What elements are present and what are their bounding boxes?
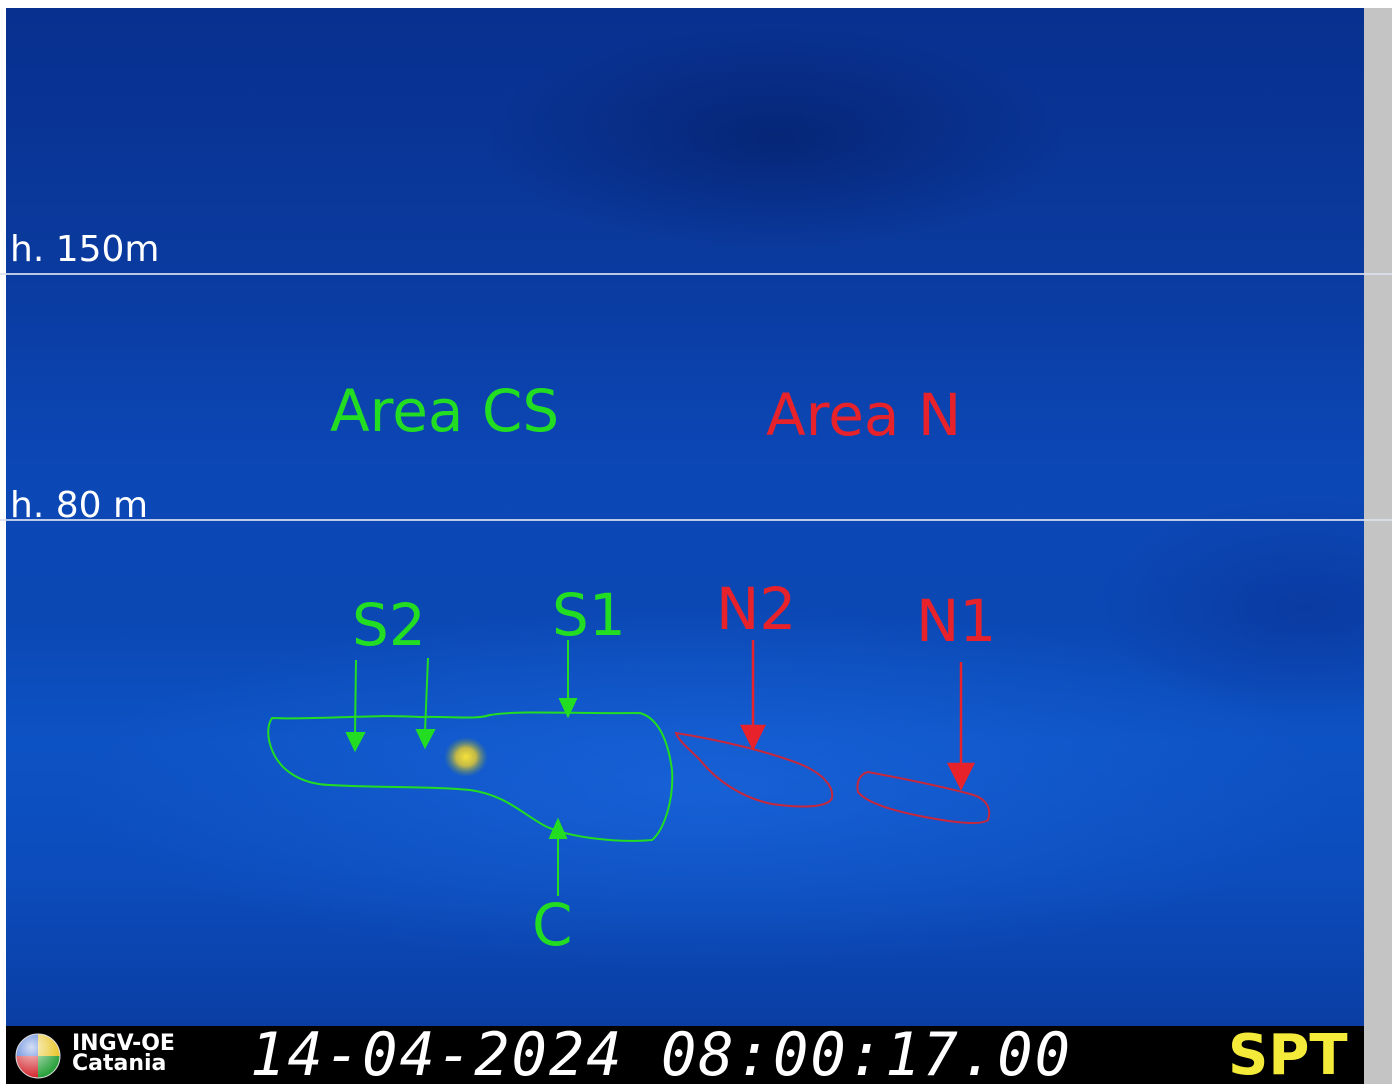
thermal-hotspot	[444, 737, 488, 777]
area-n1-outline	[856, 770, 991, 824]
height-line-80	[0, 519, 1392, 521]
logo-line-1: INGV-OE	[72, 1031, 175, 1056]
vent-label-s1: S1	[552, 581, 626, 649]
height-line-150	[0, 273, 1392, 275]
vent-label-c: C	[532, 891, 573, 959]
vent-label-s2: S2	[352, 591, 426, 659]
scrollbar[interactable]	[1364, 8, 1392, 1084]
vent-label-n2: N2	[716, 575, 797, 643]
area-n-label: Area N	[766, 381, 962, 449]
ingv-globe-icon	[15, 1033, 61, 1079]
capture-timestamp: 14-04-2024 08:00:17.00	[250, 1020, 1072, 1090]
logo-line-2: Catania	[72, 1051, 167, 1076]
ingv-logo-text: INGV-OE Catania	[72, 1031, 175, 1076]
red-arrows	[739, 640, 976, 791]
height-label-80: h. 80 m	[10, 485, 149, 526]
height-label-150: h. 150m	[10, 229, 160, 270]
camera-info-bar: INGV-OE Catania 14-04-2024 08:00:17.00 S…	[6, 1020, 1364, 1090]
area-cs-outline	[267, 711, 674, 842]
green-arrows	[345, 640, 578, 896]
vent-label-n1: N1	[916, 587, 997, 655]
area-cs-label: Area CS	[330, 377, 560, 445]
area-n2-outline	[674, 731, 834, 808]
station-code: SPT	[1228, 1023, 1348, 1088]
thermal-camera-frame	[6, 8, 1364, 1026]
